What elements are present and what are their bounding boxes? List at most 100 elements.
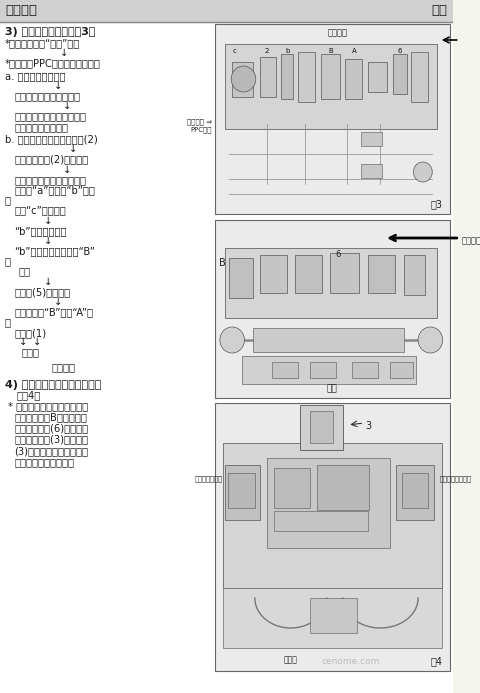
Text: 6: 6: [397, 48, 402, 54]
Bar: [253, 328, 404, 352]
Text: 异常负荷: 异常负荷: [461, 236, 480, 245]
Circle shape: [220, 327, 244, 353]
Text: * 当大臂油缸底部内产生了异: * 当大臂油缸底部内产生了异: [9, 401, 89, 411]
Text: ↓: ↓: [60, 49, 68, 58]
Text: 大臂控制阀阀芯向右移动: 大臂控制阀阀芯向右移动: [14, 91, 80, 101]
Bar: [232, 62, 253, 97]
Text: (3)打开，将此高压泄至油: (3)打开，将此高压泄至油: [14, 446, 88, 456]
Text: ↓: ↓: [44, 277, 53, 287]
Text: 动臂下降 ⇒: 动臂下降 ⇒: [187, 119, 212, 125]
Circle shape: [418, 327, 443, 353]
Bar: [368, 62, 387, 92]
Bar: [0, 0, 453, 22]
Text: cenome.com: cenome.com: [322, 657, 380, 666]
Text: 图3: 图3: [431, 199, 443, 209]
Text: 主泵压力油通过大臂主控阀: 主泵压力油通过大臂主控阀: [14, 112, 86, 121]
Text: 节流口“a”，经过“b”腼和: 节流口“a”，经过“b”腼和: [14, 185, 95, 195]
Bar: [223, 588, 442, 648]
Text: ↓: ↓: [54, 297, 62, 307]
Text: b. 流入大臂保持阀先导滑阀(2): b. 流入大臂保持阀先导滑阀(2): [5, 134, 97, 144]
Text: ↓: ↓: [33, 337, 41, 347]
Bar: [267, 458, 390, 548]
Text: 流口“c”流回油算: 流口“c”流回油算: [14, 205, 66, 216]
Text: 主阀芯(1): 主阀芯(1): [14, 328, 46, 337]
Bar: [261, 255, 287, 293]
Bar: [281, 54, 293, 99]
Bar: [295, 255, 322, 293]
Text: 右推开单向阀(6)，异常高: 右推开单向阀(6)，异常高: [14, 423, 88, 433]
Bar: [330, 253, 359, 293]
Bar: [274, 511, 368, 531]
Text: 常高压，油口B内的油压向: 常高压，油口B内的油压向: [14, 412, 87, 422]
Text: ↓: ↓: [44, 216, 53, 226]
Text: 缸底油通过“B”口、“A”口: 缸底油通过“B”口、“A”口: [14, 308, 93, 317]
Bar: [225, 465, 261, 520]
Text: 背压阀: 背压阀: [284, 655, 298, 664]
Text: 卸荷阀（下端）: 卸荷阀（下端）: [195, 475, 223, 482]
Text: 主溢流阀（下端）: 主溢流阀（下端）: [440, 475, 472, 482]
Bar: [396, 465, 434, 520]
Bar: [361, 132, 382, 146]
Text: 阅图4）: 阅图4）: [16, 389, 40, 400]
Text: ↓: ↓: [54, 81, 62, 91]
Text: 动臂油缸: 动臂油缸: [328, 28, 348, 37]
Text: “b”腼内油压下降: “b”腼内油压下降: [14, 226, 67, 236]
Text: b: b: [285, 48, 289, 54]
Text: 大臂下降: 大臂下降: [52, 362, 76, 372]
Text: *大臂操纵杆做“下降”动作: *大臂操纵杆做“下降”动作: [5, 38, 80, 49]
Bar: [274, 468, 310, 508]
Text: ↓: ↓: [69, 144, 77, 155]
Text: 推动先导滑阀(2)向上移动: 推动先导滑阀(2)向上移动: [14, 155, 88, 164]
Bar: [300, 405, 343, 450]
Text: 液压系统: 液压系统: [6, 4, 37, 17]
Bar: [215, 24, 450, 214]
Bar: [310, 598, 357, 633]
Text: c: c: [233, 48, 237, 54]
Bar: [261, 57, 276, 97]
Bar: [229, 258, 253, 298]
Bar: [390, 362, 413, 378]
Bar: [228, 473, 255, 508]
Bar: [272, 362, 298, 378]
Text: ↓: ↓: [44, 236, 53, 246]
Bar: [404, 255, 425, 295]
Bar: [310, 362, 336, 378]
Text: ↓: ↓: [19, 337, 27, 347]
Bar: [393, 54, 407, 94]
Text: 图4: 图4: [431, 656, 443, 666]
Text: B: B: [328, 48, 333, 54]
Bar: [241, 356, 416, 384]
Text: 提动头(5)向左打开: 提动头(5)向左打开: [14, 287, 70, 297]
Text: 阀芯进入大臂油缸头: 阀芯进入大臂油缸头: [14, 122, 68, 132]
Bar: [215, 403, 450, 671]
Bar: [402, 473, 429, 508]
Bar: [310, 411, 333, 443]
Circle shape: [231, 66, 256, 92]
Bar: [352, 362, 378, 378]
Text: ↓: ↓: [63, 165, 72, 175]
Bar: [225, 44, 437, 129]
Text: “b”腼内油压低于油口“B”: “b”腼内油压低于油口“B”: [14, 246, 95, 256]
Text: a. 至大臂主阀芯左侧: a. 至大臂主阀芯左侧: [5, 71, 65, 81]
Bar: [317, 465, 369, 510]
Text: 和: 和: [5, 317, 11, 328]
Text: 压力: 压力: [19, 267, 31, 277]
Text: 节: 节: [5, 195, 11, 205]
Circle shape: [413, 162, 432, 182]
Bar: [368, 255, 395, 293]
Bar: [215, 220, 450, 398]
Text: ↓: ↓: [63, 101, 72, 112]
Text: 4) 当缸底产生异常高压时（参: 4) 当缸底产生异常高压时（参: [5, 380, 101, 389]
Text: 的: 的: [5, 256, 11, 266]
Text: PPC油压: PPC油压: [191, 127, 212, 133]
Text: A: A: [352, 48, 357, 54]
Text: 算保护了油缸及油管。: 算保护了油缸及油管。: [14, 457, 74, 467]
Bar: [411, 52, 429, 102]
Text: 3: 3: [365, 421, 371, 431]
Bar: [225, 248, 437, 318]
Text: *大臂下降PPC压力分别作用于：: *大臂下降PPC压力分别作用于：: [5, 59, 101, 69]
Bar: [346, 59, 362, 99]
Text: 2: 2: [264, 48, 269, 54]
Text: 主阀: 主阀: [432, 4, 447, 17]
Text: 压流至安全阀(3)。安全阀: 压流至安全阀(3)。安全阀: [14, 435, 88, 445]
